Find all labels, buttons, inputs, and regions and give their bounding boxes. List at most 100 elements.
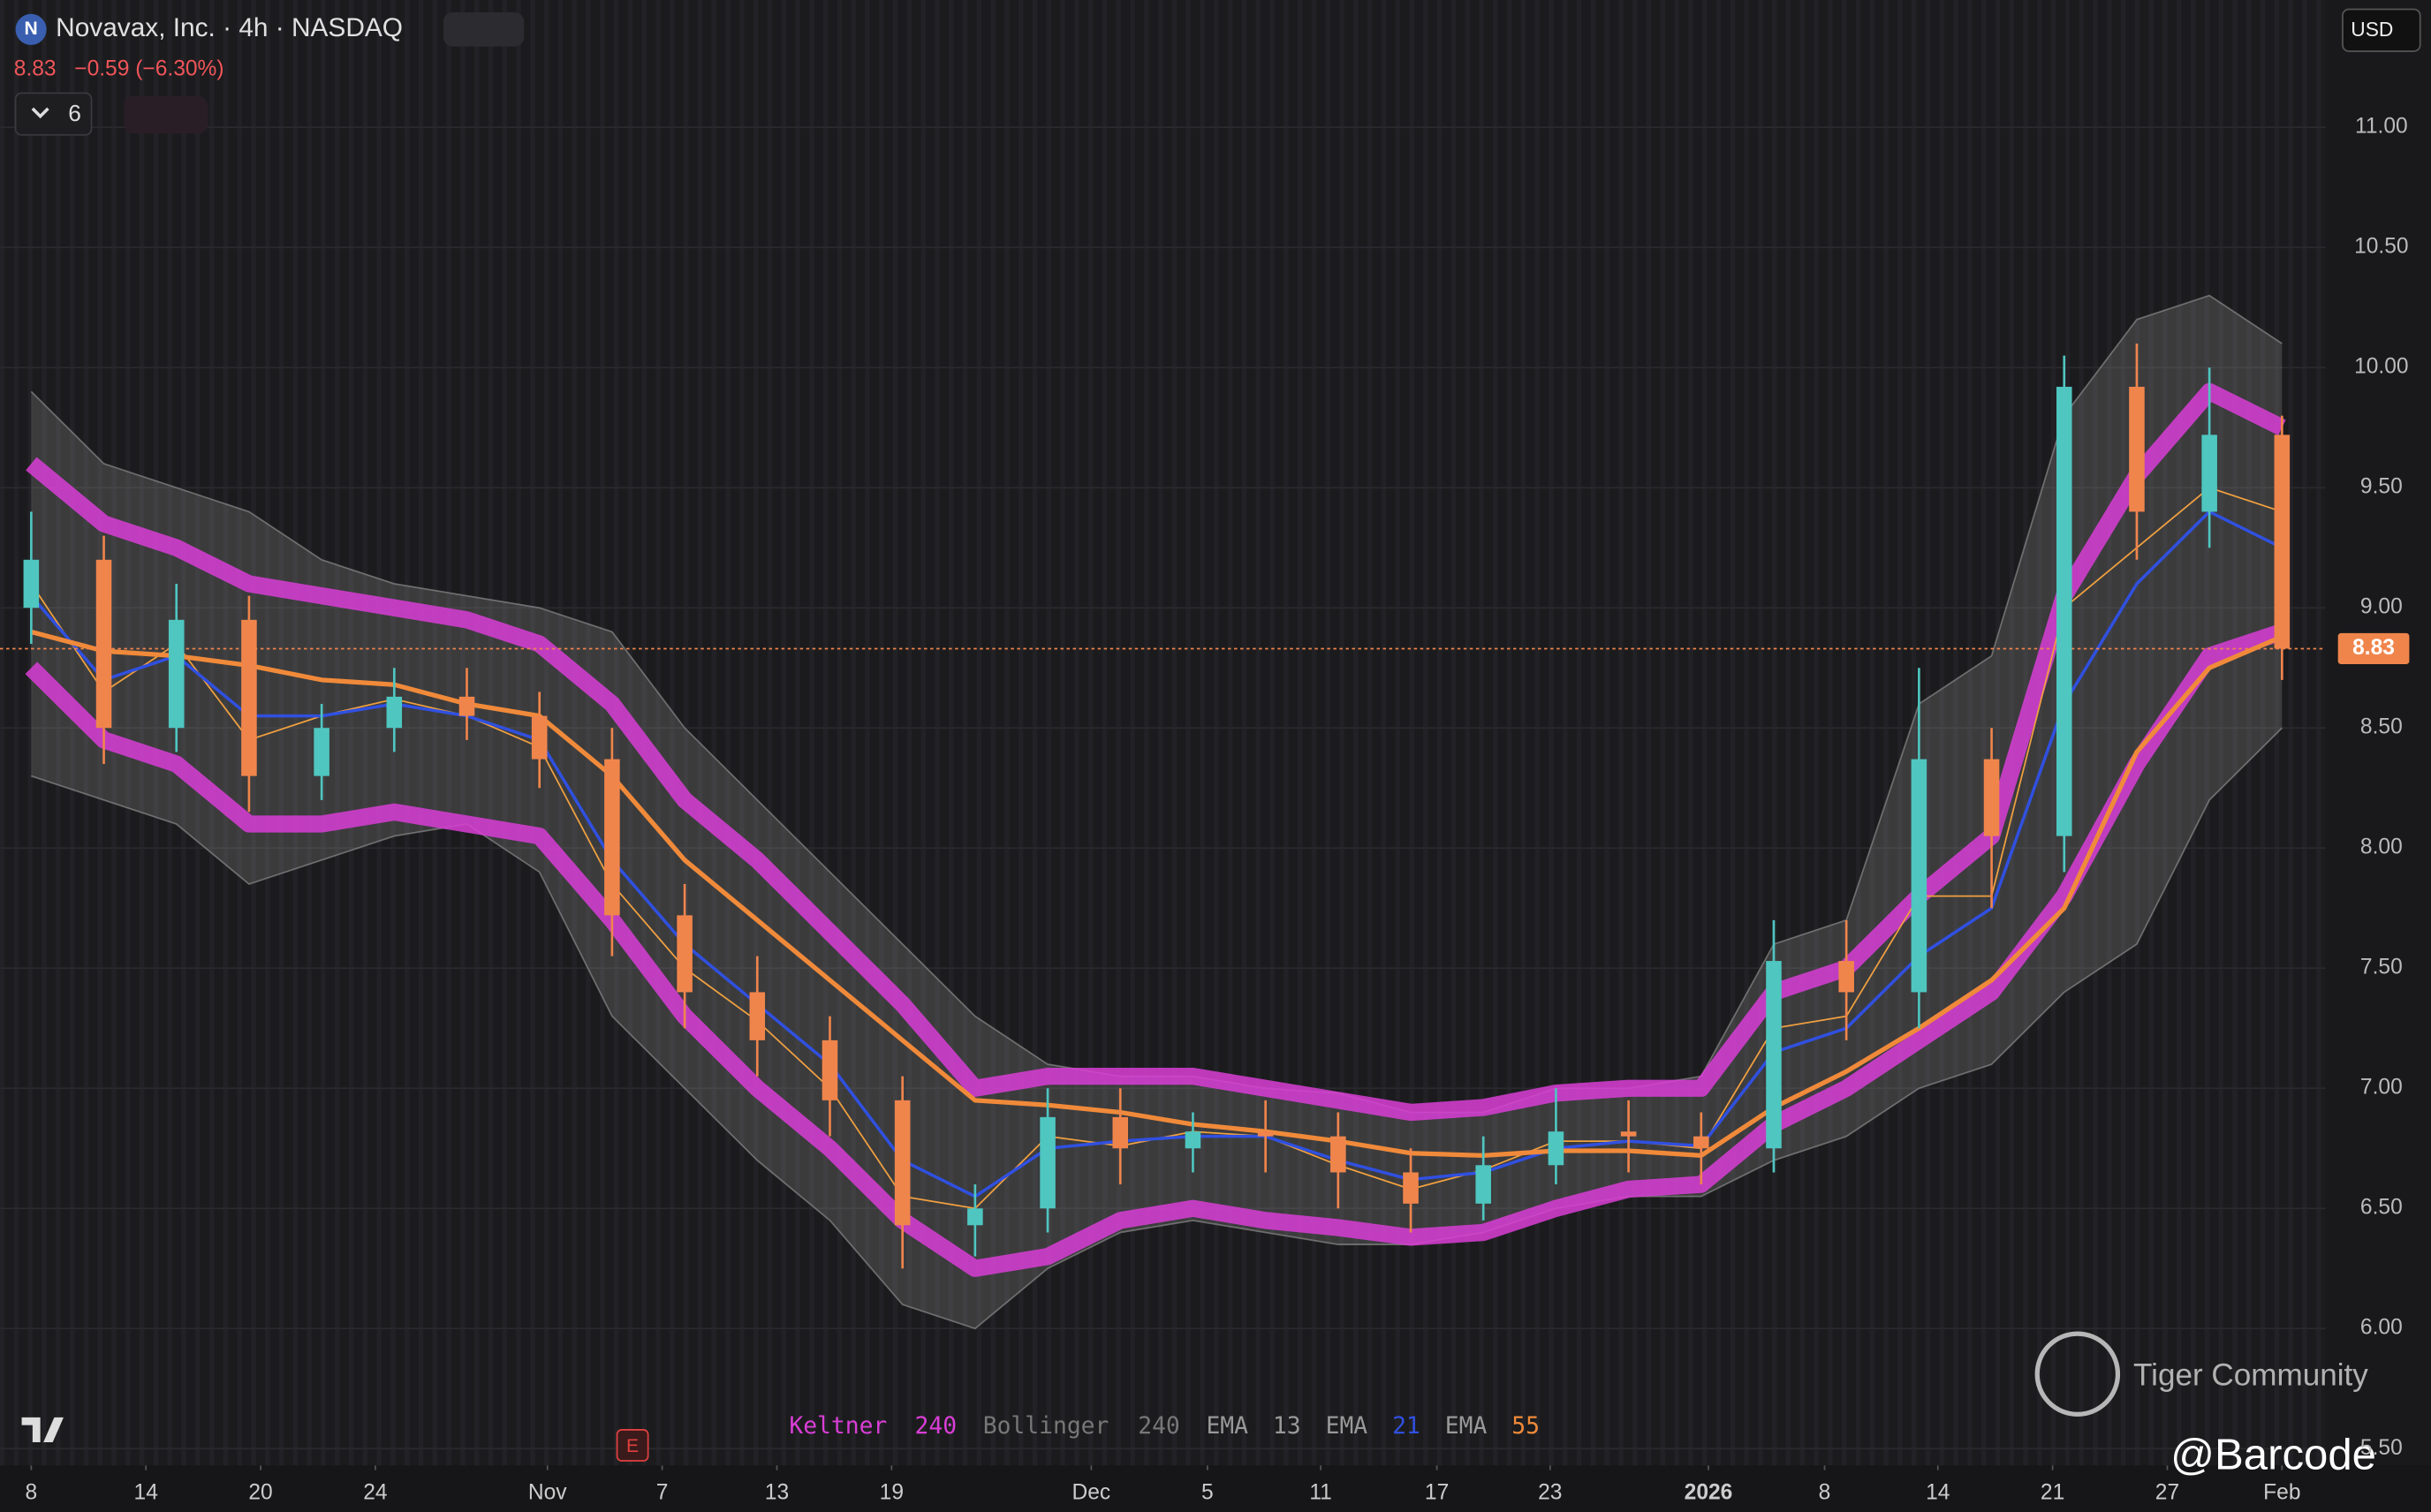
x-tick-label: 8: [1819, 1480, 1831, 1504]
x-tick-label: 17: [1425, 1480, 1449, 1504]
candle-body: [2056, 386, 2072, 836]
candle-body: [749, 992, 766, 1040]
ema-line: [30, 510, 2283, 1198]
x-tick-label: 2026: [1685, 1480, 1733, 1504]
x-tick-label: 7: [656, 1480, 669, 1504]
band-line: [26, 382, 2286, 1122]
chevron: [31, 107, 49, 119]
y-tick-label: 11.00: [2355, 115, 2408, 139]
legend-ema-period: 55: [1511, 1413, 1540, 1440]
x-tick-label: 23: [1538, 1480, 1562, 1504]
x-tick-label: Nov: [528, 1480, 567, 1504]
candle-body: [1475, 1165, 1491, 1204]
x-axis-bar: [0, 1465, 2431, 1512]
x-tick-label: 5: [1201, 1480, 1214, 1504]
candle-body: [1548, 1131, 1564, 1166]
x-tick-label: 24: [363, 1480, 387, 1504]
candle-body: [1911, 759, 1927, 993]
x-tick-label: 19: [880, 1480, 904, 1504]
y-tick-label: 7.00: [2360, 1076, 2403, 1100]
y-tick-label: 8.50: [2360, 715, 2403, 739]
candle-body: [1185, 1131, 1201, 1149]
earnings-badge[interactable]: [616, 1429, 649, 1462]
legend-ema-period: 21: [1392, 1413, 1420, 1440]
legend-bollinger: Bollinger: [983, 1413, 1109, 1440]
indicator-count: 6: [68, 100, 81, 126]
candle-body: [604, 759, 620, 916]
y-tick-label: 5.50: [2360, 1436, 2403, 1460]
candle-body: [1620, 1131, 1637, 1137]
handle: @Barcode: [2170, 1432, 2376, 1479]
y-tick-label: 9.00: [2360, 595, 2403, 619]
currency-button[interactable]: [2342, 8, 2421, 52]
candle-body: [822, 1040, 838, 1100]
logo: [15, 13, 47, 45]
x-tick-label: 27: [2155, 1480, 2179, 1504]
y-tick-label: 6.50: [2360, 1196, 2403, 1220]
candle-body: [241, 619, 257, 776]
band-line: [31, 727, 2283, 1330]
price: 8.83: [14, 57, 57, 80]
price-change: −0.59 (−6.30%): [74, 57, 223, 80]
candle-body: [1403, 1172, 1419, 1204]
earnings-letter: E: [626, 1436, 639, 1456]
y-tick-label: 10.50: [2354, 235, 2408, 259]
candle-body: [1838, 961, 1854, 993]
x-tick-label: 14: [134, 1480, 158, 1504]
candle-body: [1983, 759, 2000, 836]
candle-body: [23, 559, 40, 609]
candle-body: [95, 559, 112, 729]
x-tick-label: 21: [2041, 1480, 2064, 1504]
tv-logo: [21, 1417, 64, 1442]
x-tick-label: 13: [765, 1480, 789, 1504]
x-tick-label: Dec: [1072, 1480, 1111, 1504]
y-tick-label: 8.00: [2360, 835, 2403, 859]
candle-body: [967, 1208, 983, 1226]
legend-bollinger-period: 240: [1138, 1413, 1180, 1440]
candle-body: [2201, 435, 2217, 512]
watermark-logo: [2034, 1331, 2121, 1418]
legend-keltner: Keltner: [789, 1413, 887, 1440]
candle-body: [894, 1100, 911, 1226]
candle-body: [386, 696, 403, 729]
candle-body: [2274, 435, 2291, 649]
legend-ema: EMA: [1445, 1413, 1488, 1440]
x-tick-label: 11: [1309, 1480, 1331, 1504]
watermark: Tiger Community: [2133, 1357, 2368, 1392]
legend-ema: EMA: [1206, 1413, 1248, 1440]
alert-buttons[interactable]: [124, 95, 208, 134]
candle-body: [314, 728, 329, 776]
candle-body: [168, 619, 185, 729]
candle-body: [677, 915, 693, 993]
chart-title: Novavax, Inc. · 4h · NASDAQ: [56, 13, 403, 42]
candle-body: [1040, 1116, 1056, 1209]
x-tick-label: Feb: [2263, 1480, 2300, 1504]
indicators-toggle[interactable]: [14, 92, 93, 136]
candle-body: [531, 715, 548, 760]
candle-body: [2129, 386, 2145, 512]
candle-body: [1766, 961, 1782, 1149]
candle-body: [458, 696, 475, 716]
y-tick-label: 10.00: [2354, 355, 2408, 379]
y-tick-label: 9.50: [2360, 475, 2403, 499]
y-tick-label: 6.00: [2360, 1316, 2403, 1340]
candle-body: [1112, 1116, 1129, 1149]
candle-body: [1257, 1131, 1274, 1137]
band-line: [25, 624, 2285, 1277]
legend-ema: EMA: [1326, 1413, 1368, 1440]
y-tick-label: 7.50: [2360, 956, 2403, 979]
candle-body: [1330, 1136, 1346, 1173]
last-price-label: 8.83: [2352, 636, 2395, 660]
x-tick-label: 20: [248, 1480, 272, 1504]
last-price-box: [2337, 632, 2410, 665]
legend-keltner-period: 240: [915, 1413, 958, 1440]
ema-line: [30, 629, 2283, 1159]
legend-ema-period: 13: [1273, 1413, 1301, 1440]
x-tick-label: 14: [1926, 1480, 1950, 1504]
x-tick-label: 8: [26, 1480, 38, 1504]
candle-body: [1693, 1136, 1709, 1149]
logo-letter: N: [25, 19, 38, 39]
toggle-buttons[interactable]: [443, 12, 525, 47]
currency: USD: [2351, 18, 2393, 41]
